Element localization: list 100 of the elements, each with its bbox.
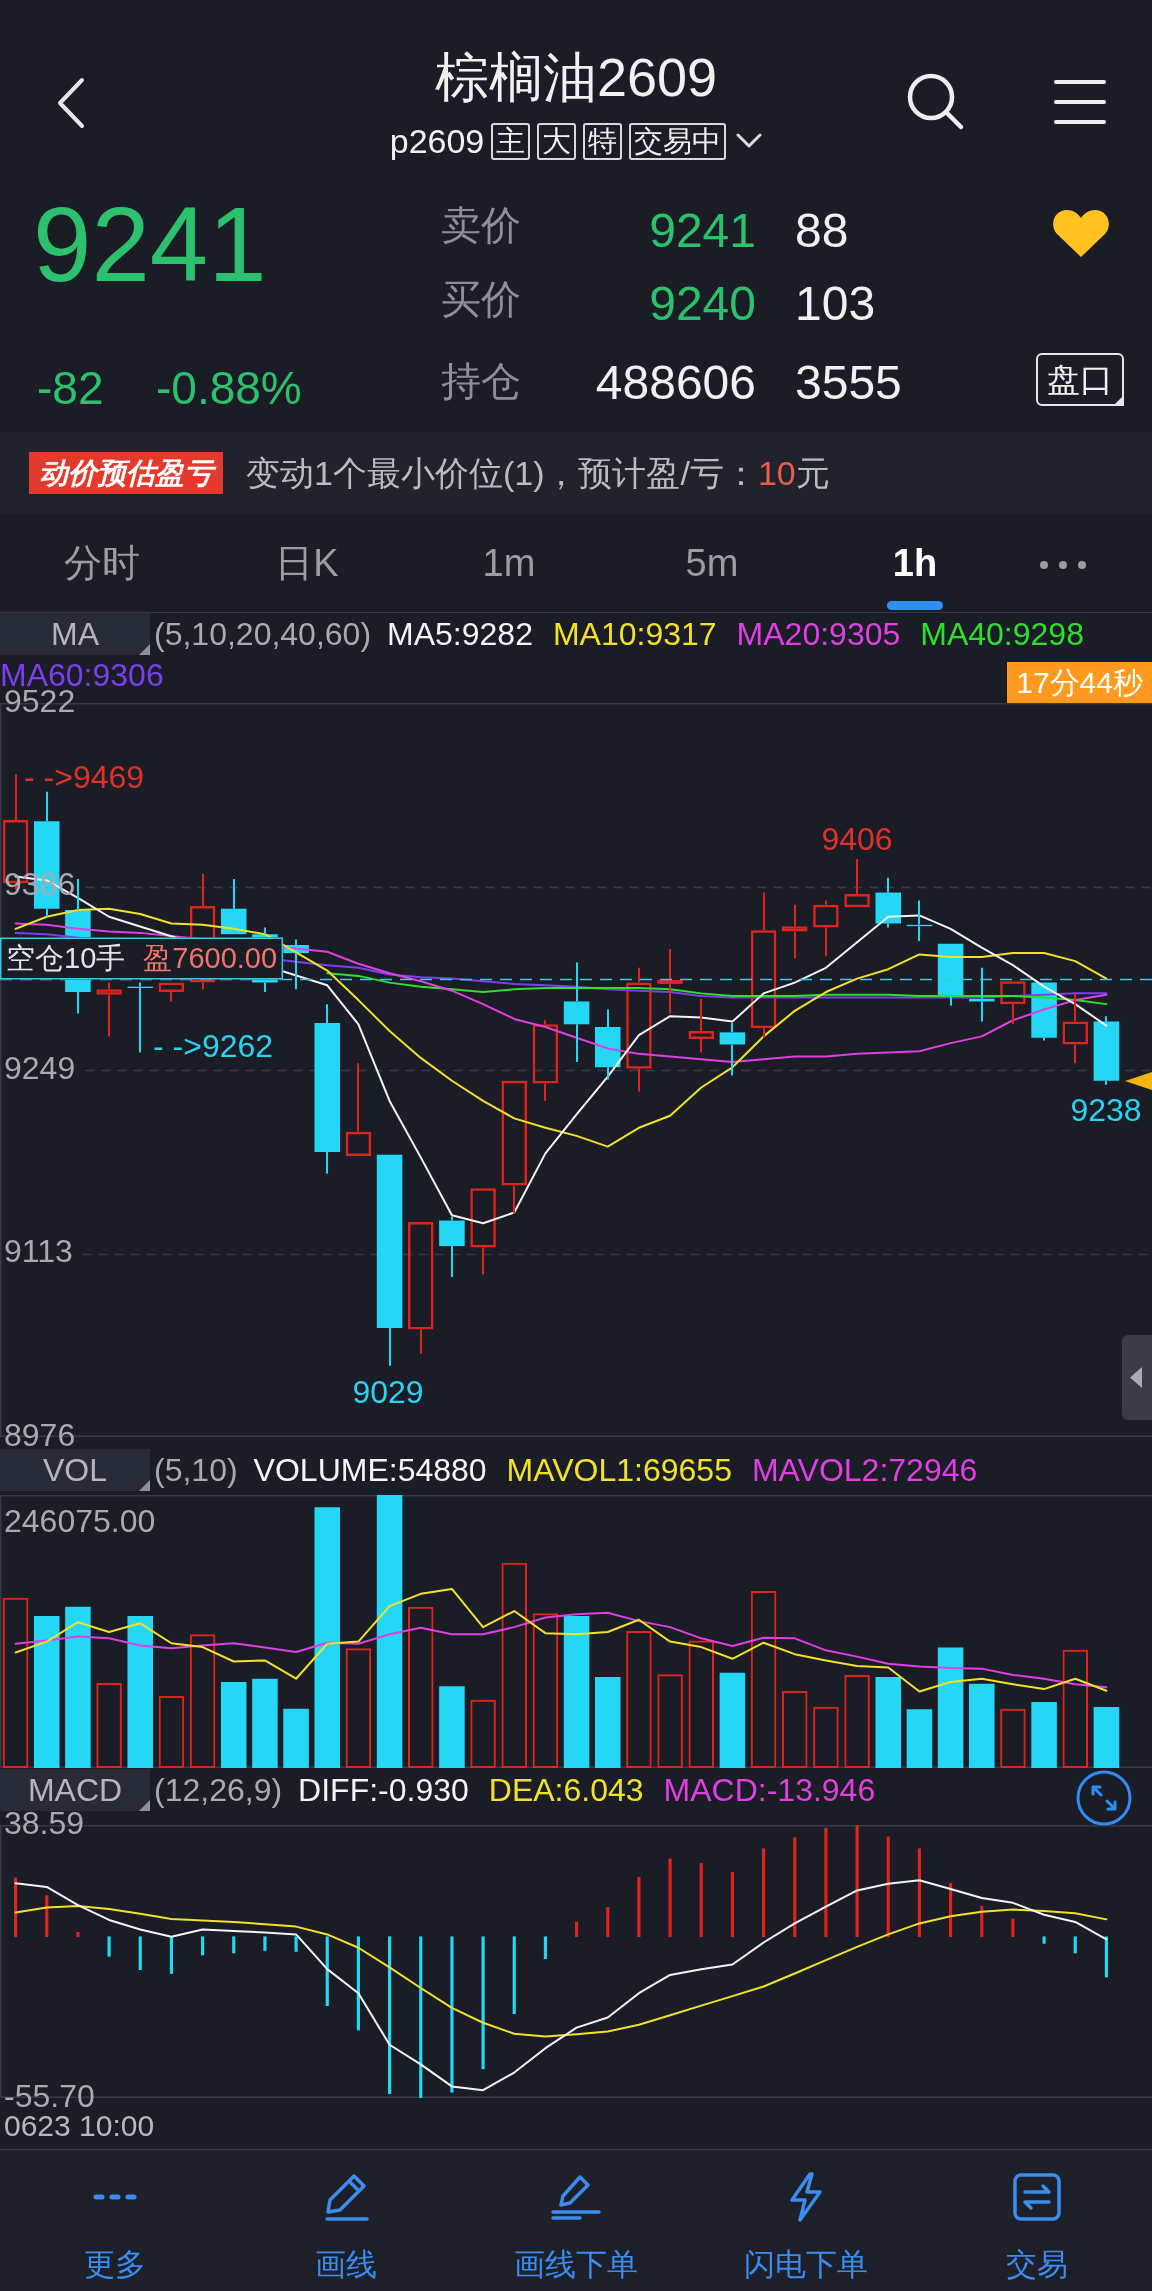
bar — [283, 1708, 309, 1768]
annotation: - ->9469 — [24, 759, 145, 795]
text: 棕榈油2609 — [434, 47, 718, 107]
text: 交易 — [1005, 2247, 1068, 2282]
text: 1h — [892, 542, 938, 584]
text: MA5:9282 — [387, 616, 533, 652]
text: 日K — [275, 542, 339, 584]
y-tick-label: 9249 — [4, 1049, 76, 1086]
bar — [1042, 1936, 1046, 1944]
bar — [917, 1848, 921, 1938]
chart-title: MACD — [0, 1769, 150, 1811]
bar — [14, 1877, 18, 1938]
text: VOLUME:54880 — [253, 1452, 487, 1488]
candlestick — [439, 1215, 465, 1279]
text: -0.88% — [156, 362, 302, 414]
chart-subtitle: (5,10) — [154, 1452, 238, 1488]
text: MACD:-13.946 — [663, 1772, 876, 1808]
ref-line-label: 空仓10手 盈7600.00 — [6, 941, 278, 974]
bar — [637, 1877, 641, 1938]
bar — [33, 1615, 60, 1768]
bar — [263, 1936, 267, 1951]
text: 大 — [537, 122, 577, 160]
text: 1m — [482, 542, 536, 584]
text: 9241 — [33, 186, 267, 303]
bar — [201, 1936, 205, 1956]
text: DEA:6.043 — [488, 1772, 644, 1808]
bar — [481, 1936, 485, 2070]
bar — [65, 1606, 91, 1768]
text: 闪电下单 — [744, 2247, 869, 2282]
candlestick — [657, 948, 683, 1015]
annotation: 9029 — [352, 1374, 424, 1410]
bar — [1011, 1918, 1015, 1938]
candlestick — [1093, 1015, 1120, 1086]
bar — [376, 1495, 403, 1768]
bar — [220, 1682, 247, 1768]
annotation: 9238 — [1070, 1092, 1142, 1128]
bar — [439, 1686, 465, 1768]
text: -82 — [37, 362, 104, 414]
bar — [762, 1848, 766, 1938]
bar — [594, 1677, 621, 1768]
text: MAVOL1:69655 — [506, 1452, 732, 1488]
candlestick — [563, 961, 590, 1063]
bar — [1073, 1936, 1077, 1954]
text: 画线下单 — [514, 2247, 638, 2282]
bar — [563, 1615, 590, 1768]
bar — [512, 1936, 516, 2015]
text: 画线 — [314, 2247, 377, 2282]
bar — [968, 1683, 995, 1768]
text: DIFF:-0.930 — [298, 1772, 469, 1808]
text: 5m — [685, 542, 739, 584]
bar — [169, 1936, 173, 1974]
text: 103 — [795, 277, 876, 330]
bar — [294, 1936, 298, 1952]
text: 9240 — [649, 277, 756, 330]
bar — [1031, 1701, 1057, 1768]
annotation: - ->9262 — [153, 1028, 274, 1064]
bar — [1093, 1707, 1120, 1768]
bar — [45, 1895, 49, 1938]
candlestick — [220, 878, 247, 935]
candlestick — [376, 1154, 403, 1367]
chart-title: MA — [0, 613, 150, 655]
text: 买价 — [441, 277, 521, 321]
bar — [252, 1678, 278, 1768]
text: 持仓 — [441, 359, 521, 403]
bar — [138, 1936, 142, 1971]
chart-subtitle: (5,10,20,40,60) — [154, 616, 372, 652]
text: p2609 — [389, 122, 485, 160]
bar — [575, 1921, 579, 1938]
bar — [232, 1936, 236, 1954]
text: MAVOL2:72946 — [751, 1452, 978, 1488]
candlestick — [937, 943, 964, 1007]
candlestick — [594, 1008, 621, 1081]
bar — [699, 1863, 703, 1938]
text: 动价预估盈亏 — [29, 452, 223, 494]
text: 88 — [795, 204, 849, 257]
text: 交易中 — [629, 122, 727, 160]
bar — [906, 1709, 933, 1768]
text: MA10:9317 — [552, 616, 717, 652]
bar — [730, 1871, 734, 1938]
text: MA20:9305 — [736, 616, 901, 652]
text: 9241 — [649, 204, 756, 257]
bar — [1104, 1936, 1108, 1978]
text: 特 — [583, 122, 623, 160]
y-tick-label: 9113 — [4, 1233, 73, 1270]
bar — [543, 1936, 547, 1960]
bar — [886, 1836, 890, 1938]
bar — [937, 1647, 964, 1768]
text: 盘口 — [1036, 353, 1124, 406]
bar — [875, 1677, 902, 1768]
bar — [107, 1936, 111, 1957]
bar — [127, 1615, 154, 1768]
bar — [314, 1507, 341, 1768]
text: 主 — [491, 122, 531, 160]
bar — [824, 1827, 828, 1938]
bar — [855, 1825, 859, 1938]
text: 元 — [795, 453, 830, 494]
candlestick — [314, 1003, 341, 1175]
candlestick — [719, 1021, 746, 1077]
text: 3555 — [795, 356, 902, 409]
text: 10 — [757, 453, 796, 494]
